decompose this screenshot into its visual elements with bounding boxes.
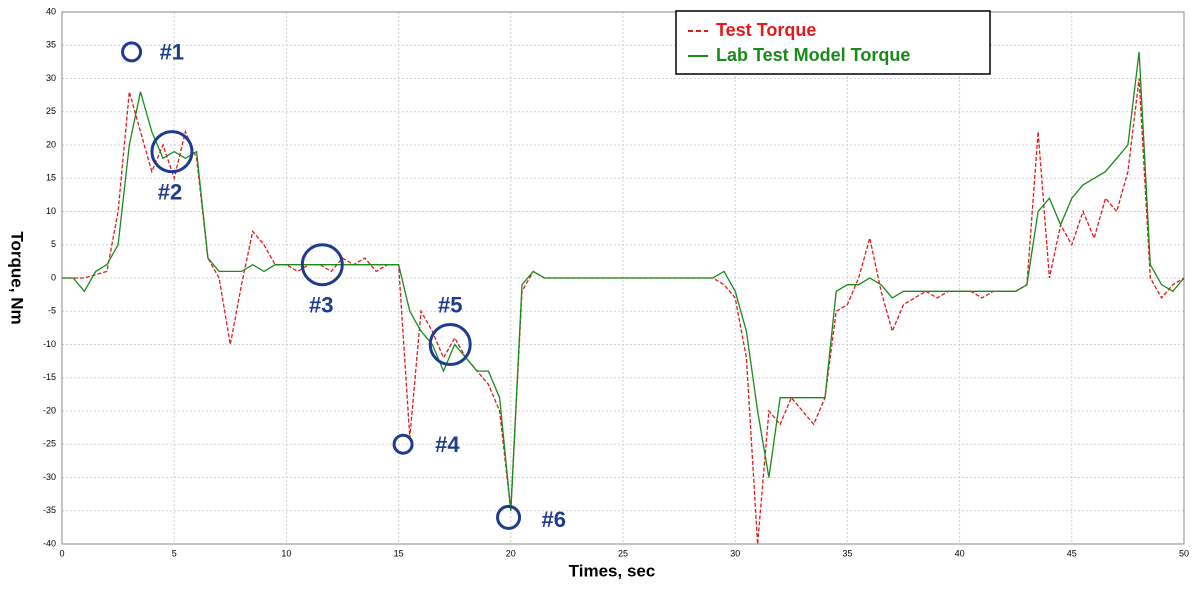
y-tick-label: -5 [48, 306, 56, 316]
y-tick-label: -40 [43, 538, 56, 548]
x-tick-label: 0 [59, 548, 64, 558]
x-tick-label: 40 [955, 548, 965, 558]
y-tick-label: 5 [51, 239, 56, 249]
annotation-circle [300, 243, 344, 287]
y-tick-label: 35 [46, 40, 56, 50]
annotation-circle [150, 130, 194, 174]
x-tick-label: 25 [618, 548, 628, 558]
x-tick-label: 10 [281, 548, 291, 558]
x-tick-label: 50 [1179, 548, 1189, 558]
y-tick-label: -35 [43, 505, 56, 515]
x-tick-label: 20 [506, 548, 516, 558]
y-tick-label: 0 [51, 272, 56, 282]
y-axis-label: Torque, Nm [8, 231, 27, 324]
y-tick-label: -20 [43, 405, 56, 415]
legend-label: Test Torque [716, 20, 816, 40]
y-tick-label: 15 [46, 173, 56, 183]
annotation-label: #3 [309, 293, 333, 318]
annotation-circle [496, 504, 522, 530]
y-tick-label: -15 [43, 372, 56, 382]
y-tick-label: -25 [43, 439, 56, 449]
annotation-label: #6 [542, 507, 566, 532]
annotation-label: #1 [160, 40, 184, 65]
legend-label: Lab Test Model Torque [716, 45, 910, 65]
x-tick-label: 5 [172, 548, 177, 558]
y-tick-label: 40 [46, 6, 56, 16]
y-tick-label: -30 [43, 472, 56, 482]
x-tick-label: 30 [730, 548, 740, 558]
series-line [62, 51, 1185, 511]
x-tick-label: 15 [394, 548, 404, 558]
y-tick-label: -10 [43, 339, 56, 349]
y-tick-label: 25 [46, 106, 56, 116]
x-axis-label: Times, sec [569, 561, 656, 580]
annotation-label: #4 [435, 432, 460, 457]
annotation-circle [428, 323, 472, 366]
annotation-label: #5 [438, 292, 462, 317]
y-tick-label: 10 [46, 206, 56, 216]
y-tick-label: 30 [46, 73, 56, 83]
y-tick-label: 20 [46, 139, 56, 149]
x-tick-label: 45 [1067, 548, 1077, 558]
x-tick-label: 35 [842, 548, 852, 558]
annotation-circle [392, 433, 414, 455]
legend-box [675, 10, 991, 75]
annotation-circle [121, 41, 143, 63]
annotation-label: #2 [158, 179, 182, 204]
